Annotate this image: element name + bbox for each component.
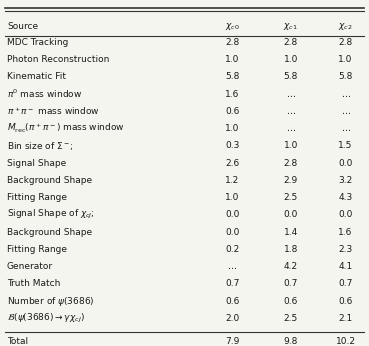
Text: 2.5: 2.5	[284, 314, 298, 323]
Text: MDC Tracking: MDC Tracking	[7, 38, 68, 47]
Text: Background Shape: Background Shape	[7, 176, 92, 185]
Text: 5.8: 5.8	[283, 72, 298, 81]
Text: 0.6: 0.6	[283, 297, 298, 306]
Text: 2.0: 2.0	[225, 314, 239, 323]
Text: $\cdots$: $\cdots$	[341, 90, 351, 99]
Text: 4.1: 4.1	[338, 262, 353, 271]
Text: 0.0: 0.0	[225, 228, 239, 237]
Text: $\cdots$: $\cdots$	[341, 124, 351, 133]
Text: 1.5: 1.5	[338, 141, 353, 150]
Text: 4.2: 4.2	[284, 262, 298, 271]
Text: 1.6: 1.6	[338, 228, 353, 237]
Text: 2.8: 2.8	[338, 38, 353, 47]
Text: $\cdots$: $\cdots$	[286, 107, 296, 116]
Text: 0.0: 0.0	[225, 210, 239, 219]
Text: 7.9: 7.9	[225, 337, 239, 346]
Text: 2.9: 2.9	[284, 176, 298, 185]
Text: 1.4: 1.4	[284, 228, 298, 237]
Text: 2.1: 2.1	[338, 314, 353, 323]
Text: $\cdots$: $\cdots$	[286, 124, 296, 133]
Text: 0.3: 0.3	[225, 141, 239, 150]
Text: Bin size of $\Sigma^-$;: Bin size of $\Sigma^-$;	[7, 140, 73, 152]
Text: 1.0: 1.0	[283, 141, 298, 150]
Text: 1.0: 1.0	[225, 55, 239, 64]
Text: $\chi_{c0}$: $\chi_{c0}$	[225, 21, 239, 32]
Text: Total: Total	[7, 337, 28, 346]
Text: 5.8: 5.8	[338, 72, 353, 81]
Text: 3.2: 3.2	[338, 176, 353, 185]
Text: 0.2: 0.2	[225, 245, 239, 254]
Text: 2.8: 2.8	[284, 158, 298, 167]
Text: Kinematic Fit: Kinematic Fit	[7, 72, 66, 81]
Text: Fitting Range: Fitting Range	[7, 245, 67, 254]
Text: 0.0: 0.0	[283, 210, 298, 219]
Text: 1.6: 1.6	[225, 90, 239, 99]
Text: 5.8: 5.8	[225, 72, 239, 81]
Text: Number of $\psi$(3686): Number of $\psi$(3686)	[7, 295, 94, 308]
Text: $\chi_{c1}$: $\chi_{c1}$	[283, 21, 298, 32]
Text: 2.5: 2.5	[284, 193, 298, 202]
Text: 0.7: 0.7	[338, 280, 353, 289]
Text: 1.0: 1.0	[338, 55, 353, 64]
Text: 0.6: 0.6	[225, 107, 239, 116]
Text: 2.3: 2.3	[338, 245, 353, 254]
Text: $M_{\rm rec}(\pi^+\pi^-)$ mass window: $M_{\rm rec}(\pi^+\pi^-)$ mass window	[7, 122, 125, 135]
Text: 1.2: 1.2	[225, 176, 239, 185]
Text: 1.0: 1.0	[283, 55, 298, 64]
Text: 2.6: 2.6	[225, 158, 239, 167]
Text: $\pi^0$ mass window: $\pi^0$ mass window	[7, 88, 82, 100]
Text: Truth Match: Truth Match	[7, 280, 60, 289]
Text: $\cdots$: $\cdots$	[227, 262, 237, 271]
Text: $\pi^+\pi^-$ mass window: $\pi^+\pi^-$ mass window	[7, 106, 100, 117]
Text: 4.3: 4.3	[338, 193, 353, 202]
Text: Signal Shape: Signal Shape	[7, 158, 66, 167]
Text: 1.8: 1.8	[283, 245, 298, 254]
Text: Background Shape: Background Shape	[7, 228, 92, 237]
Text: 0.0: 0.0	[338, 158, 353, 167]
Text: 2.8: 2.8	[284, 38, 298, 47]
Text: $\cdots$: $\cdots$	[286, 90, 296, 99]
Text: 10.2: 10.2	[336, 337, 356, 346]
Text: 0.6: 0.6	[338, 297, 353, 306]
Text: Source: Source	[7, 22, 38, 31]
Text: 0.7: 0.7	[225, 280, 239, 289]
Text: $\mathcal{B}(\psi(3686) \to \gamma\chi_{cJ})$: $\mathcal{B}(\psi(3686) \to \gamma\chi_{…	[7, 312, 85, 325]
Text: 1.0: 1.0	[225, 124, 239, 133]
Text: 1.0: 1.0	[225, 193, 239, 202]
Text: Signal Shape of $\chi_{cJ}$;: Signal Shape of $\chi_{cJ}$;	[7, 208, 95, 221]
Text: $\cdots$: $\cdots$	[341, 107, 351, 116]
Text: Fitting Range: Fitting Range	[7, 193, 67, 202]
Text: 2.8: 2.8	[225, 38, 239, 47]
Text: Generator: Generator	[7, 262, 53, 271]
Text: 9.8: 9.8	[283, 337, 298, 346]
Text: 0.7: 0.7	[283, 280, 298, 289]
Text: $\chi_{c2}$: $\chi_{c2}$	[338, 21, 353, 32]
Text: 0.6: 0.6	[225, 297, 239, 306]
Text: Photon Reconstruction: Photon Reconstruction	[7, 55, 109, 64]
Text: 0.0: 0.0	[338, 210, 353, 219]
